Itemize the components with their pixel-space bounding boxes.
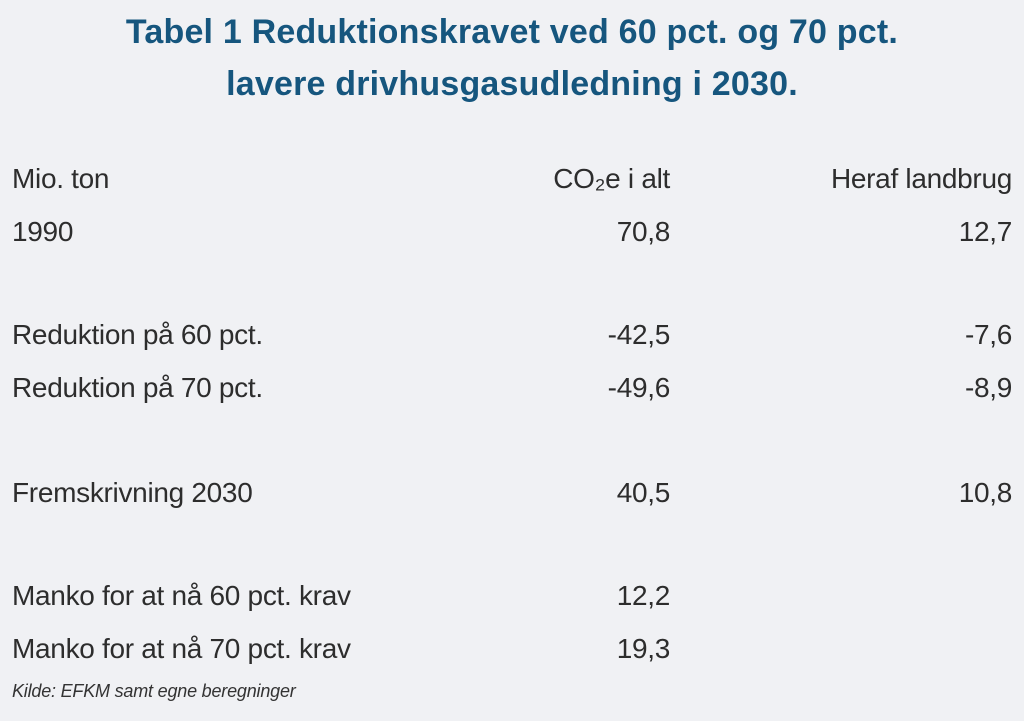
header-co2e-total: CO₂e i alt [553,162,670,194]
row-co2e-total-value: 12,2 [616,579,671,611]
row-label: Reduktion på 70 pct. [12,371,263,403]
table-row-manko-60: Manko for at nå 60 pct. krav 12,2 [12,569,1012,622]
row-agriculture-value: -7,6 [964,318,1012,350]
table-row-manko-70: Manko for at nå 70 pct. krav 19,3 [12,622,1012,675]
row-label: Reduktion på 60 pct. [12,318,263,350]
header-unit-label: Mio. ton [12,162,110,194]
row-label: Manko for at nå 70 pct. krav [12,632,351,664]
row-label: Fremskrivning 2030 [12,476,253,508]
row-co2e-total-value: 40,5 [616,476,671,508]
row-agriculture-value: -8,9 [964,371,1012,403]
row-agriculture-value: 10,8 [958,476,1013,508]
row-co2e-total-value: 70,8 [616,215,671,247]
row-co2e-total-value: 19,3 [616,632,671,664]
table-header-row: Mio. ton CO₂e i alt Heraf landbrug [12,152,1012,205]
source-note: Kilde: EFKM samt egne beregninger [12,681,296,701]
table-row-reduktion-70: Reduktion på 70 pct. -49,6 -8,9 [12,361,1012,414]
table-row-fremskrivning-2030: Fremskrivning 2030 40,5 10,8 [12,466,1012,519]
row-label: Manko for at nå 60 pct. krav [12,579,351,611]
table-title: Tabel 1 Reduktionskravet ved 60 pct. og … [0,0,1024,110]
table-title-line1: Tabel 1 Reduktionskravet ved 60 pct. og … [125,13,899,51]
row-co2e-total-value: -42,5 [607,318,671,350]
row-label: 1990 [12,215,74,247]
table-row-reduktion-60: Reduktion på 60 pct. -42,5 -7,6 [12,308,1012,361]
table-row-1990: 1990 70,8 12,7 [12,205,1012,258]
row-co2e-total-value: -49,6 [607,371,671,403]
data-table: Mio. ton CO₂e i alt Heraf landbrug 1990 … [0,152,1024,675]
header-agriculture: Heraf landbrug [830,162,1012,194]
table-title-line2: lavere drivhusgasudledning i 2030. [226,65,798,103]
row-agriculture-value: 12,7 [958,215,1013,247]
